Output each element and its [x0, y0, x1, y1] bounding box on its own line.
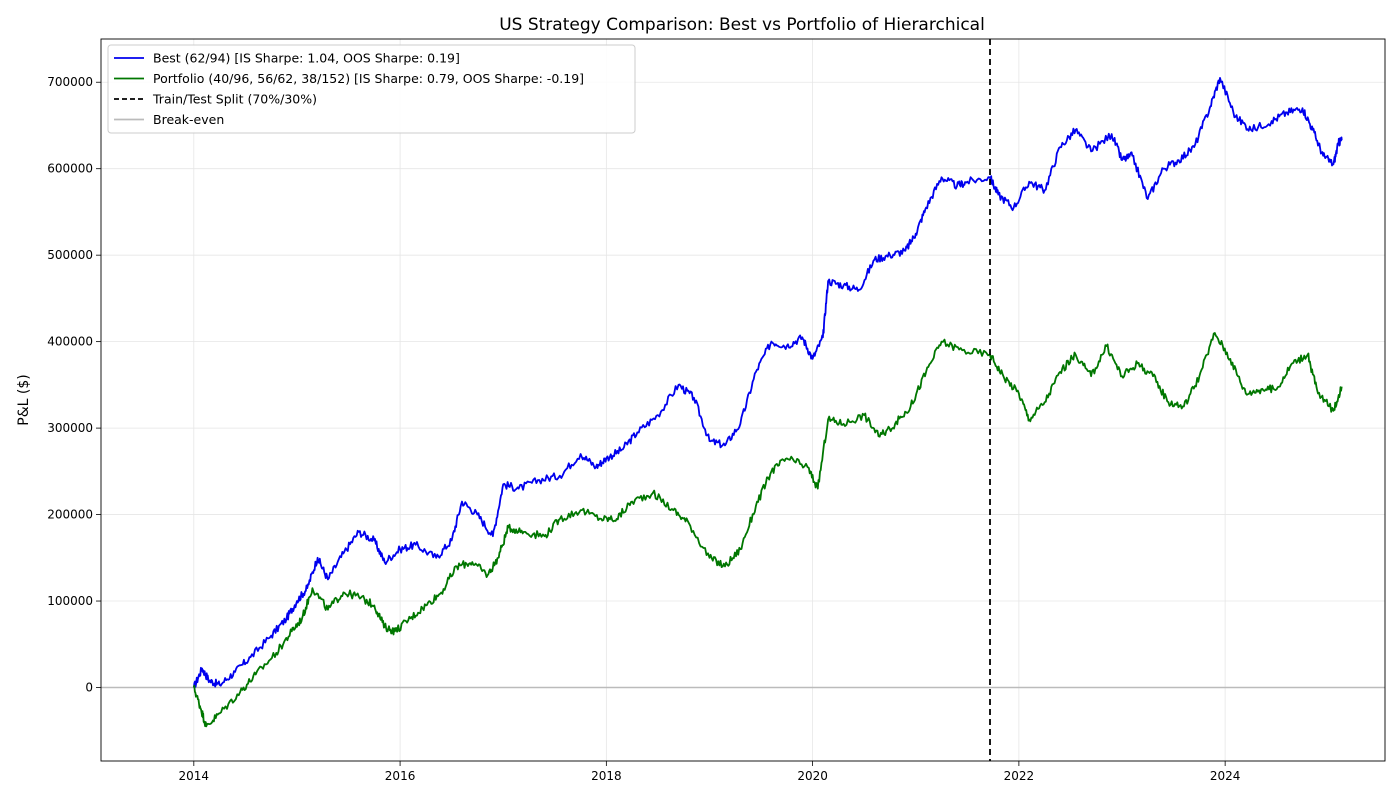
legend-box — [107, 44, 636, 134]
y-tick-label: 600000 — [47, 162, 93, 176]
y-tick-label: 500000 — [47, 248, 93, 262]
x-tick-label: 2020 — [797, 769, 828, 783]
y-tick-label: 200000 — [47, 508, 93, 522]
series-line-0 — [192, 77, 1343, 688]
legend-entry-label: Break-even — [153, 112, 224, 127]
y-axis-label: P&L ($) — [16, 374, 32, 425]
legend-entry-label: Portfolio (40/96, 56/62, 38/152) [IS Sha… — [153, 71, 584, 86]
x-tick-label: 2024 — [1210, 769, 1241, 783]
x-tick-label: 2022 — [1004, 769, 1035, 783]
x-tick-label: 2014 — [179, 769, 210, 783]
legend-entry-label: Best (62/94) [IS Sharpe: 1.04, OOS Sharp… — [153, 51, 460, 66]
axes-frame — [100, 38, 1386, 762]
legend-entry-label: Train/Test Split (70%/30%) — [152, 92, 317, 107]
y-tick-label: 0 — [85, 681, 93, 695]
y-tick-label: 400000 — [47, 335, 93, 349]
x-tick-label: 2016 — [385, 769, 416, 783]
legend: Best (62/94) [IS Sharpe: 1.04, OOS Sharp… — [107, 44, 636, 134]
y-tick-label: 700000 — [47, 75, 93, 89]
y-tick-label: 100000 — [47, 594, 93, 608]
grid-lines — [101, 39, 1385, 761]
axes: 2014 2016 2018 2020 2022 2024 0 100000 200000 300… — [47, 38, 1386, 783]
chart-title: US Strategy Comparison: Best vs Portfoli… — [499, 15, 985, 35]
x-tick-label: 2018 — [591, 769, 622, 783]
series-line-1 — [192, 332, 1343, 728]
y-tick-label: 300000 — [47, 421, 93, 435]
plot-area — [101, 39, 1385, 761]
